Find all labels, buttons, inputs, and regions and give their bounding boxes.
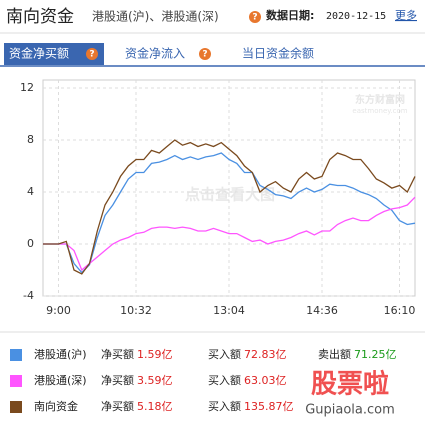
tab[interactable]: 资金净流入 [125,46,185,61]
x-tick-label: 16:10 [384,304,416,317]
corner-watermark-sub: Gupiaola.com [305,403,395,418]
buy-label: 买入额 [208,400,241,413]
subtitle: 港股通(沪)、港股通(深) [92,10,219,24]
logo-sub: eastmoney.com [352,107,407,115]
legend-name: 港股通(沪) [34,347,87,361]
logo: 东方财富网 [355,93,405,106]
x-tick-label: 9:00 [46,304,71,317]
net-value: 1.59亿 [137,348,173,361]
series-line [43,196,416,272]
help-icon[interactable] [249,11,261,23]
watermark: 点击查看大图 [185,186,275,204]
net-label: 净买额 [101,373,134,387]
help-icon[interactable] [86,48,98,60]
buy-value: 135.87亿 [244,400,294,413]
legend-name: 南向资金 [34,399,78,413]
legend-swatch [10,349,22,361]
y-tick-label: 4 [27,185,34,198]
buy-label: 买入额 [208,374,241,387]
y-tick-label: -4 [23,289,34,302]
sell-label: 卖出额 [318,347,351,361]
help-mark: ? [89,50,94,60]
help-icon[interactable] [199,48,211,60]
help-mark: ? [252,13,257,23]
x-tick-label: 10:32 [120,304,152,317]
net-value: 3.59亿 [137,374,173,387]
more-link[interactable]: 更多 [395,8,417,22]
legend-swatch [10,375,22,387]
series-line [43,152,416,274]
x-tick-label: 14:36 [306,304,338,317]
legend-swatch [10,401,22,413]
x-tick-label: 13:04 [213,304,245,317]
corner-watermark: 股票啦 [311,369,389,400]
date-label: 数据日期: [266,8,314,22]
net-label: 净买额 [101,347,134,361]
title: 南向资金 [6,7,74,27]
buy-value: 72.83亿 [244,348,287,361]
buy-value: 63.03亿 [244,374,287,387]
net-label: 净买额 [101,399,134,413]
y-tick-label: 12 [20,81,34,94]
series-line [43,139,416,275]
tab-active[interactable] [4,43,104,65]
y-tick-label: 8 [27,133,34,146]
help-mark: ? [202,50,207,60]
net-value: 5.18亿 [137,400,173,413]
y-tick-label: 0 [27,237,34,250]
tab[interactable]: 资金净买额 [9,46,69,61]
date: 2020-12-15 [326,11,386,22]
legend-name: 港股通(深) [34,374,87,387]
sell-value: 71.25亿 [354,348,397,361]
buy-label: 买入额 [208,348,241,361]
tab[interactable]: 当日资金余额 [242,46,314,61]
